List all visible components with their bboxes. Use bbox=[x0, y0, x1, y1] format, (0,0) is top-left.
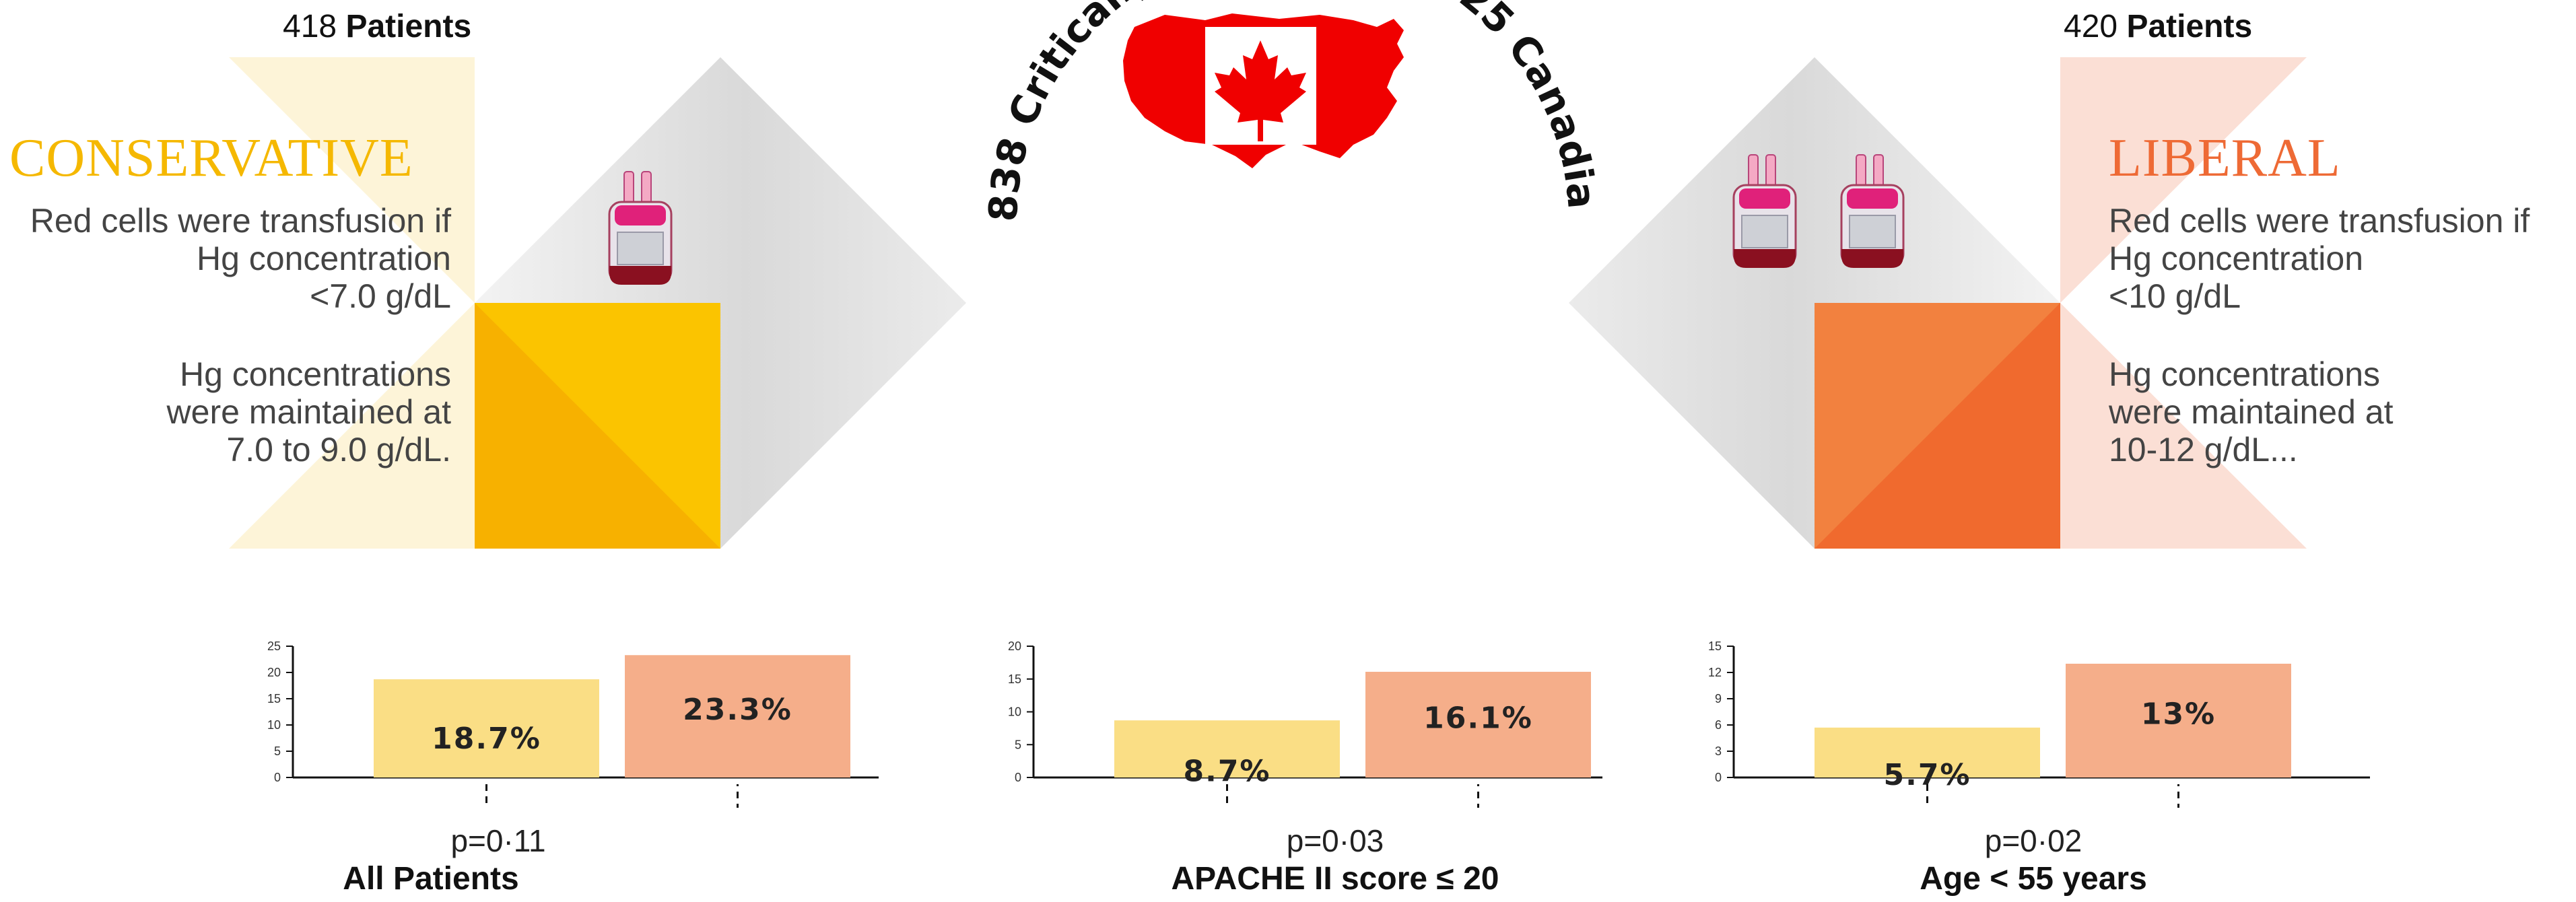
conservative-maintain-line: 7.0 to 9.0 g/dL. bbox=[226, 431, 451, 469]
y-tick-label: 15 bbox=[1708, 639, 1722, 653]
bar bbox=[1114, 720, 1340, 777]
conservative-patient-count: 418 Patients bbox=[283, 8, 471, 45]
bar-chart: 0 5 10 15 20 25 18.7% 23.3% bbox=[267, 639, 879, 808]
p-value-label: p=0·02 bbox=[1984, 823, 2082, 858]
bar-value-label: 8.7% bbox=[1183, 755, 1270, 789]
conservative-maintain-line: were maintained at bbox=[166, 393, 451, 431]
y-tick-label: 20 bbox=[1008, 639, 1021, 653]
bar-charts: 0 5 10 15 20 25 18.7% 23.3% 0 5 10 15 20 8.7% 16.1% 0 3 6… bbox=[267, 639, 2370, 808]
blood-bag-icon bbox=[1840, 154, 1905, 268]
bar bbox=[1815, 727, 2040, 777]
conservative-pale-shape bbox=[229, 57, 475, 549]
liberal-rule: Red cells were transfusion if Hg concent… bbox=[2109, 202, 2530, 315]
liberal-square bbox=[1815, 303, 2060, 549]
liberal-maintain-line: 10-12 g/dL... bbox=[2109, 431, 2298, 469]
bar-value-label: 16.1% bbox=[1423, 701, 1533, 736]
liberal-patient-count: 420 Patients bbox=[2064, 8, 2252, 45]
significance-bracket bbox=[485, 784, 739, 808]
y-tick-label: 9 bbox=[1715, 692, 1722, 705]
conservative-rule-line: Hg concentration bbox=[196, 240, 451, 277]
y-tick-label: 3 bbox=[1715, 744, 1722, 758]
y-tick-label: 10 bbox=[267, 718, 281, 732]
bar-chart: 0 5 10 15 20 8.7% 16.1% bbox=[1008, 639, 1602, 808]
y-tick-label: 0 bbox=[274, 771, 281, 784]
y-tick-label: 0 bbox=[1015, 771, 1021, 784]
chart-caption: All Patients bbox=[343, 861, 519, 897]
liberal-maintain-line: were maintained at bbox=[2109, 393, 2394, 431]
liberal-maintain: Hg concentrations were maintained at 10-… bbox=[2109, 355, 2393, 469]
blood-bag-icon bbox=[1732, 154, 1797, 268]
blood-bag-icon bbox=[608, 171, 673, 285]
y-tick-label: 6 bbox=[1715, 718, 1722, 732]
conservative-count-value: 418 bbox=[283, 9, 337, 44]
conservative-maintain-line: Hg concentrations bbox=[179, 355, 451, 393]
liberal-rule-line: <10 g/dL bbox=[2109, 277, 2241, 315]
blood-bags bbox=[608, 154, 1905, 285]
y-tick-label: 20 bbox=[267, 666, 281, 679]
p-value-label: p=0·03 bbox=[1286, 823, 1384, 858]
y-tick-label: 5 bbox=[274, 744, 281, 758]
p-value-label: p=0·11 bbox=[450, 823, 546, 858]
conservative-rule-line: <7.0 g/dL bbox=[310, 277, 451, 315]
conservative-rule: Red cells were transfusion if Hg concent… bbox=[30, 202, 451, 315]
significance-bracket bbox=[1226, 784, 1479, 808]
bar bbox=[1365, 672, 1591, 777]
conservative-title: CONSERVATIVE bbox=[9, 129, 413, 188]
liberal-count-unit: Patients bbox=[2126, 9, 2253, 44]
significance-bracket bbox=[1926, 784, 2179, 808]
chart-caption: Age < 55 years bbox=[1920, 861, 2147, 897]
liberal-rule-line: Hg concentration bbox=[2109, 240, 2364, 277]
bar-value-label: 23.3% bbox=[683, 693, 792, 727]
bar bbox=[374, 679, 599, 777]
y-tick-label: 25 bbox=[267, 639, 281, 653]
conservative-square bbox=[475, 303, 720, 549]
liberal-maintain-line: Hg concentrations bbox=[2109, 355, 2381, 393]
y-tick-label: 5 bbox=[1015, 738, 1021, 751]
bar-value-label: 18.7% bbox=[432, 722, 541, 756]
chart-caption: APACHE II score ≤ 20 bbox=[1171, 861, 1499, 897]
north-america-map-icon bbox=[1123, 13, 1404, 168]
y-tick-label: 12 bbox=[1708, 666, 1722, 679]
y-tick-label: 0 bbox=[1715, 771, 1722, 784]
liberal-count-value: 420 bbox=[2064, 9, 2118, 44]
y-tick-label: 15 bbox=[1008, 672, 1021, 686]
conservative-rule-line: Red cells were transfusion if bbox=[30, 202, 451, 240]
bar bbox=[2066, 664, 2291, 777]
conservative-maintain: Hg concentrations were maintained at 7.0… bbox=[167, 355, 451, 469]
bar bbox=[625, 655, 850, 777]
liberal-rule-line: Red cells were transfusion if bbox=[2109, 202, 2530, 240]
liberal-title: LIBERAL bbox=[2109, 129, 2341, 188]
bar-value-label: 13% bbox=[2141, 697, 2216, 732]
conservative-count-unit: Patients bbox=[345, 9, 472, 44]
liberal-pale-shape bbox=[2060, 57, 2307, 549]
y-tick-label: 15 bbox=[267, 692, 281, 705]
y-tick-label: 10 bbox=[1008, 705, 1021, 719]
